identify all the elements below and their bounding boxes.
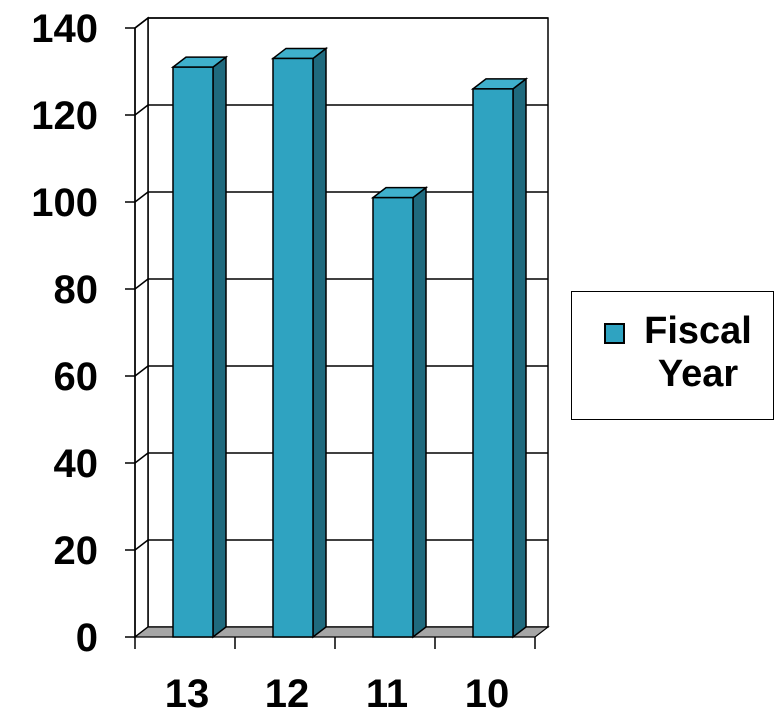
y-tick-label: 0 <box>76 616 98 660</box>
y-tick-labels: 0 20 40 60 80 100 120 140 <box>31 7 98 660</box>
x-tick-labels: 13 12 11 10 <box>165 672 510 714</box>
gridline-side <box>134 278 149 290</box>
gridline-side <box>134 104 149 116</box>
y-tick-label: 40 <box>54 442 99 486</box>
bar-front <box>472 88 514 638</box>
x-tick-label: 11 <box>366 672 408 714</box>
legend: Fiscal Year <box>571 291 774 420</box>
bar-front <box>372 196 414 638</box>
gridline-side <box>134 17 149 29</box>
gridline-side <box>134 452 149 464</box>
gridline-side <box>134 191 149 203</box>
x-tick-label: 13 <box>165 672 210 714</box>
bar-front <box>272 57 314 638</box>
bar-side <box>212 55 227 639</box>
bar-side <box>512 77 527 639</box>
axes <box>125 27 536 649</box>
bar <box>270 46 329 639</box>
bar-side <box>312 46 327 639</box>
y-tick-label: 60 <box>54 355 99 399</box>
legend-swatch <box>604 323 625 344</box>
y-tick-label: 100 <box>31 181 98 225</box>
y-tick-label: 80 <box>54 268 99 312</box>
bars <box>170 46 529 639</box>
gridline-side <box>134 365 149 377</box>
y-tick-label: 140 <box>31 7 98 51</box>
x-tick-label: 10 <box>465 672 510 714</box>
y-tick-label: 120 <box>31 94 98 138</box>
x-tick-label: 12 <box>265 672 310 714</box>
bar-front <box>172 66 214 638</box>
bar <box>370 186 429 639</box>
y-tick-label: 20 <box>54 529 99 573</box>
legend-label: Fiscal Year <box>644 310 752 395</box>
bar <box>470 77 529 639</box>
bar-side <box>412 186 427 639</box>
bar <box>170 55 229 639</box>
gridline-side <box>134 539 149 551</box>
